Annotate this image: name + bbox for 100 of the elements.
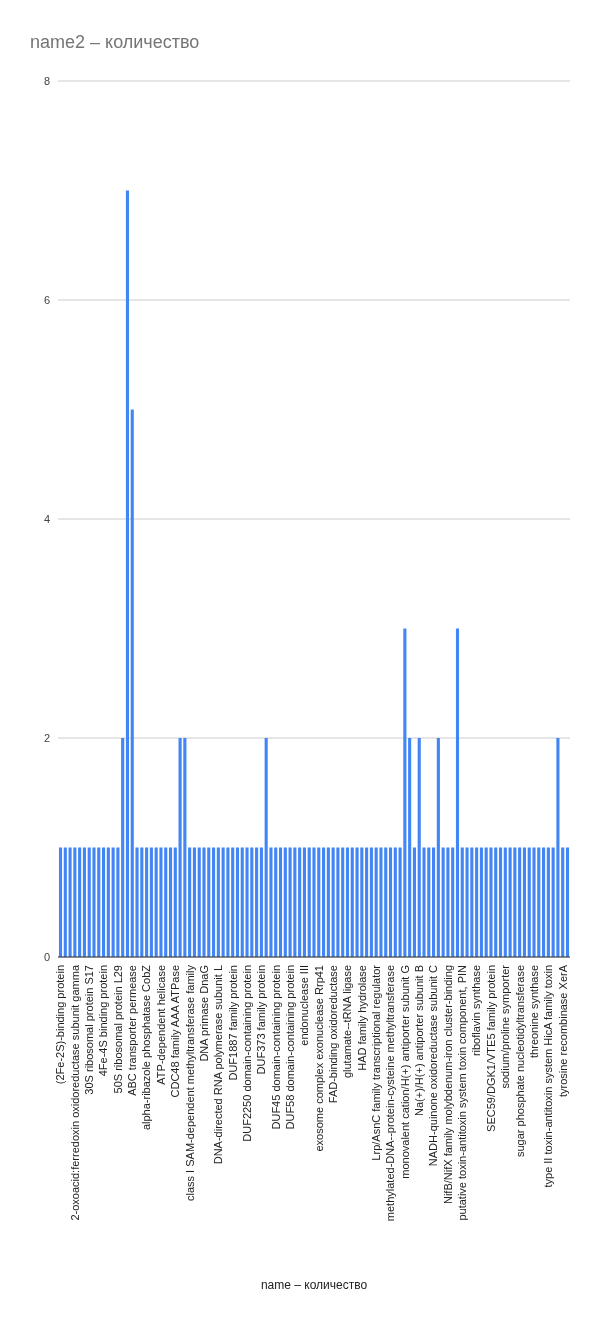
x-tick-label: SEC59/DGK1/VTE5 family protein (484, 965, 497, 1132)
bar (183, 738, 187, 957)
bar (465, 847, 469, 957)
x-tick-label: 50S ribosomal protein L29 (111, 965, 124, 1094)
bar (259, 847, 263, 957)
bar (355, 847, 359, 957)
bar (522, 847, 526, 957)
bar (393, 847, 397, 957)
x-tick-label: glutamate--tRNA ligase (341, 965, 354, 1079)
bar (379, 847, 383, 957)
y-tick-label: 6 (43, 293, 50, 306)
y-tick-label: 0 (43, 950, 50, 963)
bar (63, 847, 67, 957)
bar (293, 847, 297, 957)
x-tick-label: HAD family hydrolase (355, 965, 368, 1071)
bar (326, 847, 330, 957)
bar (106, 847, 110, 957)
bar (561, 847, 565, 957)
x-tick-label: 4Fe-4S binding protein (97, 965, 110, 1077)
bar (159, 847, 163, 957)
bar (125, 190, 130, 957)
x-tick-label: NADH-quinone oxidoreductase subunit C (427, 964, 440, 1167)
x-tick-label: Na(+)/H(+) antiporter subunit B (413, 965, 426, 1117)
bar (202, 847, 206, 957)
chart-title: name2 – количество (30, 32, 200, 52)
bar (116, 847, 120, 957)
bar (436, 738, 440, 957)
x-tick-label: monovalent cation/H(+) antiporter subunit G (398, 965, 411, 1179)
bar (312, 847, 316, 957)
bar (192, 847, 196, 957)
bar (518, 847, 522, 957)
bar (365, 847, 369, 957)
x-tick-label: tyrosine recombinase XerA (556, 964, 569, 1098)
bar (542, 847, 546, 957)
bar (565, 847, 570, 957)
x-tick-label: CDC48 family AAA ATPase (169, 965, 182, 1098)
bar (92, 847, 96, 957)
bar (226, 847, 230, 957)
bar (345, 847, 350, 957)
x-tick-label: sodium/proline symporter (499, 964, 512, 1089)
bar (475, 847, 479, 957)
x-tick-label: class I SAM-dependent methyltransferase family (183, 964, 196, 1201)
bar (446, 847, 450, 957)
bar (479, 847, 483, 957)
x-tick-label: DUF58 domain-containing protein (283, 965, 296, 1130)
bar (408, 738, 412, 957)
bar (455, 628, 460, 957)
bar (546, 847, 550, 957)
x-tick-label: DUF373 family protein (255, 965, 268, 1075)
bar (532, 847, 536, 957)
bar (283, 847, 287, 957)
bar (322, 847, 326, 957)
x-tick-label: type II toxin-antitoxin system HicA family toxin (542, 965, 555, 1188)
x-tick-label: putative toxin-antitoxin system toxin component, PIN (456, 964, 469, 1221)
bar (369, 847, 373, 957)
bar (278, 847, 283, 957)
x-tick-label: ATP-dependent helicase (154, 965, 167, 1085)
y-tick-label: 8 (43, 74, 50, 87)
bar (508, 847, 512, 957)
x-tick-label: DUF1887 family protein (226, 965, 239, 1081)
x-tick-label: ABC transporter permease (126, 965, 139, 1096)
bar (503, 847, 507, 957)
bar (78, 847, 82, 957)
bar (336, 847, 340, 957)
bar (441, 847, 445, 957)
x-tick-label: NifB/NifX family molybdenum-iron cluster-binding (441, 965, 454, 1205)
x-tick-label: 30S ribosomal protein S17 (83, 965, 96, 1095)
bar (302, 847, 306, 957)
x-tick-label: DNA-directed RNA polymerase subunit L (212, 965, 225, 1165)
bar (556, 738, 560, 957)
x-tick-label: exosome complex exonuclease Rrp41 (312, 965, 325, 1152)
bar (489, 847, 493, 957)
bar (82, 847, 86, 957)
bar (68, 847, 72, 957)
bar (121, 738, 125, 957)
x-axis-title: name – количество (260, 1278, 368, 1292)
bar (178, 738, 182, 957)
bar (216, 847, 220, 957)
x-tick-label: DUF45 domain-containing protein (269, 965, 282, 1130)
x-tick-label: DNA primase DnaG (197, 965, 210, 1062)
bar (403, 628, 407, 957)
y-tick-label: 2 (43, 731, 50, 744)
bar (111, 847, 115, 957)
x-tick-label: riboflavin synthase (470, 965, 483, 1057)
bar (58, 847, 63, 957)
x-tick-label: 2-oxoacid:ferredoxin oxidoreductase subunit gamma (68, 964, 81, 1221)
bar (212, 847, 216, 957)
bar (188, 847, 192, 957)
bar (235, 847, 240, 957)
bar (341, 847, 345, 957)
y-tick-label: 4 (43, 512, 50, 525)
bar (149, 847, 153, 957)
bar (168, 847, 173, 957)
x-tick-label: (2Fe-2S)-binding protein (54, 965, 67, 1085)
bar (102, 847, 106, 957)
bar (331, 847, 335, 957)
x-tick-label: threonine synthase (527, 965, 540, 1058)
x-tick-label: sugar phosphate nucleotidyltransferase (513, 965, 526, 1158)
bar (145, 847, 149, 957)
x-tick-label: methylated-DNA--protein-cysteine methyltransferase (384, 965, 397, 1222)
